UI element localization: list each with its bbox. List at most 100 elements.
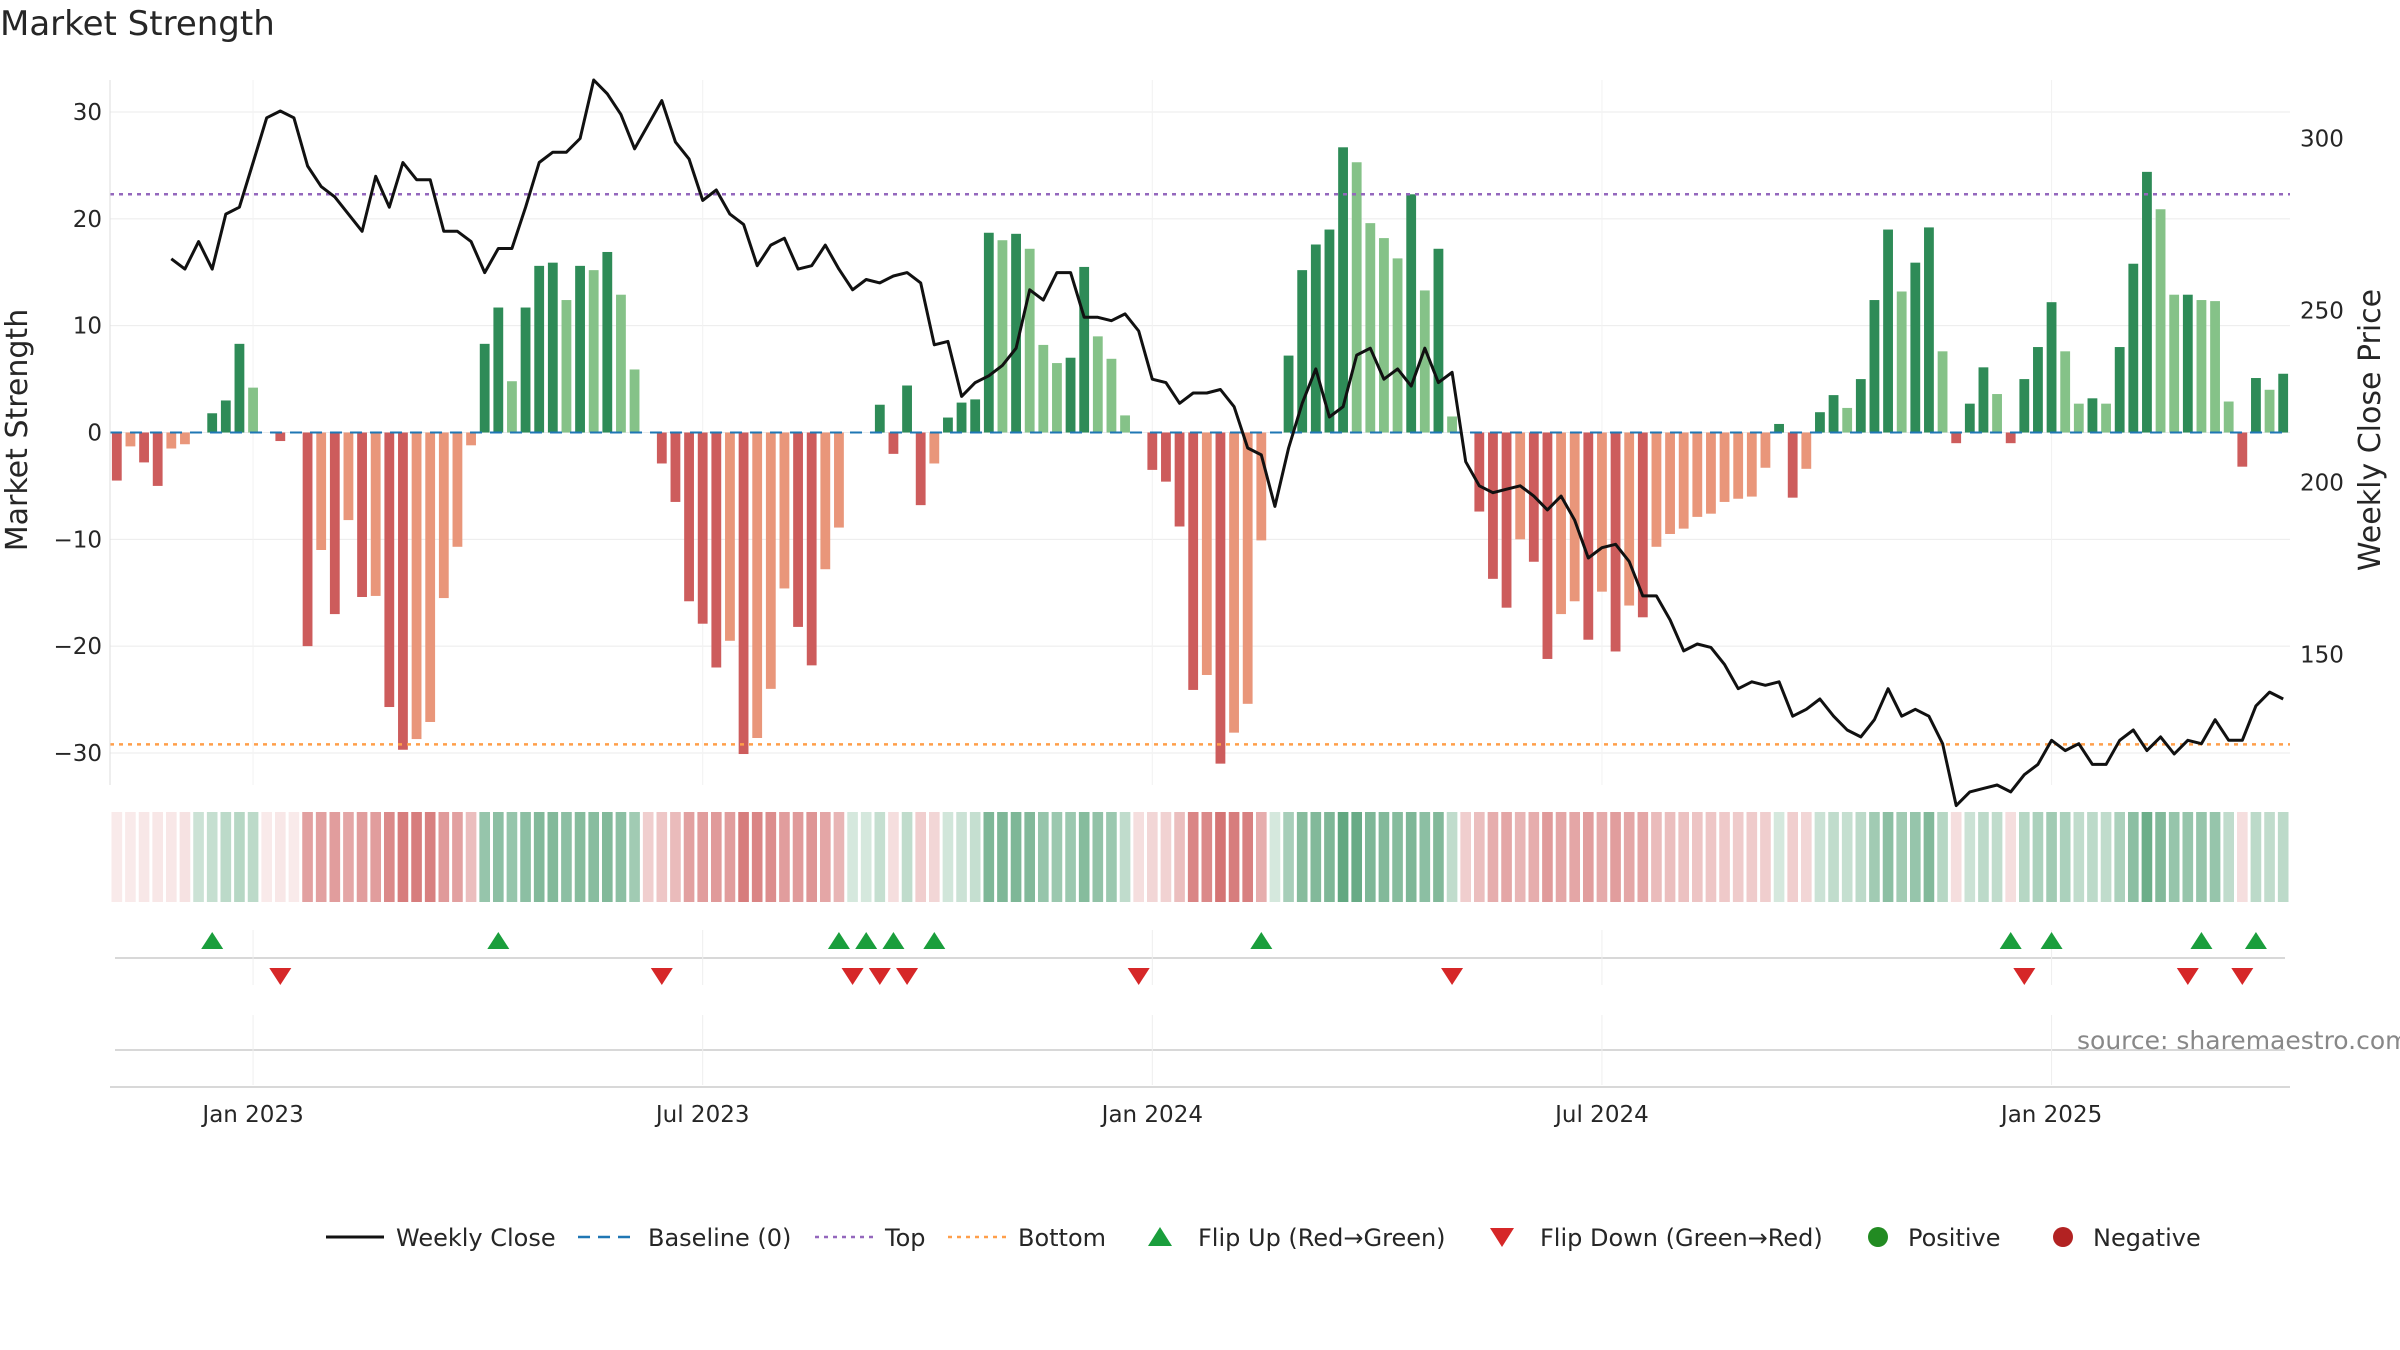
strength-bar [1406,194,1417,433]
regime-cell [2168,812,2180,902]
strength-bar [1201,432,1212,675]
regime-cell [656,812,668,902]
regime-cell [1324,812,1335,902]
strength-bar [1678,432,1689,529]
strength-bar [684,432,694,602]
regime-cell [670,812,681,902]
regime-cell [574,812,586,902]
regime-cell [1760,812,1771,902]
legend-item: Flip Up (Red→Green) [1148,1224,1446,1252]
regime-cell [792,812,804,902]
regime-cell [125,812,136,902]
regime-cell [1010,812,1022,902]
regime-cell [2250,812,2262,902]
regime-cell [1419,812,1431,902]
strength-bar [1351,162,1362,433]
strength-bar [2114,347,2125,433]
regime-cell [234,812,245,902]
strength-bar [125,432,136,447]
strength-bar [1092,336,1103,433]
regime-cell [1691,812,1703,902]
regime-cell [2223,812,2235,902]
strength-bar [2033,347,2043,433]
legend-label: Positive [1908,1224,2001,1252]
strength-bar [1624,432,1635,606]
regime-cell [1364,812,1376,902]
x-tick-label: Jul 2023 [654,1102,750,1128]
regime-cell [588,812,600,902]
legend-item: Negative [2053,1224,2201,1252]
regime-cell [2018,812,2030,902]
flip-markers-panel [115,930,2285,985]
strength-bar [1106,358,1117,433]
strength-bar [2251,378,2261,433]
flip-down-marker [896,968,919,985]
strength-bar [316,432,327,550]
regime-cell [356,812,368,902]
regime-cell [2059,812,2071,902]
regime-cell [915,812,927,902]
regime-cell [438,812,450,902]
empty-bottom-panel [115,1015,2285,1085]
regime-cell [370,812,382,902]
regime-cell [1555,812,1567,902]
flip-up-marker [855,932,878,949]
flip-up-marker [882,932,905,949]
strength-bar [1174,432,1185,527]
strength-bar [234,343,245,433]
regime-cell [506,812,518,902]
legend: Weekly Close Baseline (0) Top Bottom Flip Up… [326,1224,2201,1252]
regime-cell [642,812,654,902]
strength-bar [670,432,681,502]
strength-bar [929,432,940,464]
strength-bar [616,294,626,433]
regime-cell [1937,812,1948,902]
strength-bar [329,432,340,615]
strength-bar [820,432,831,570]
regime-cell [1473,812,1485,902]
regime-cell [1392,812,1403,902]
regime-cell [561,812,572,902]
strength-bar [180,432,190,445]
regime-cell [2141,812,2153,902]
x-tick-label: Jan 2025 [1999,1102,2102,1128]
regime-cell [615,812,627,902]
strength-bar [1215,432,1226,764]
y2-axis-label: Weekly Close Price [2353,289,2388,571]
regime-cell [1909,812,1921,902]
regime-cell [1283,812,1294,902]
strength-bar [956,402,967,433]
regime-cell [697,812,709,902]
strength-bar [2182,294,2193,433]
y2-tick-label: 150 [2300,642,2344,668]
strength-bar [220,400,231,433]
regime-cell [1446,812,1458,902]
strength-bar [1842,407,1853,433]
legend-item: Bottom [948,1224,1106,1252]
strength-bar [752,432,763,738]
strength-bar [2005,432,2016,444]
strength-bar [1937,351,1948,433]
flip-up-marker [2244,932,2267,949]
regime-cell [956,812,967,902]
weekly-close-line [170,78,2284,808]
regime-cell [1269,812,1281,902]
regime-cell [1814,812,1826,902]
regime-cell [1501,812,1512,902]
strength-bar [425,432,436,722]
strength-bar [1501,432,1512,608]
regime-cell [2100,812,2112,902]
regime-cell [2005,812,2017,902]
regime-cell [1705,812,1717,902]
regime-cell [779,812,790,902]
strength-bar [602,251,613,433]
strength-bar [1583,432,1594,640]
regime-cell [1460,812,1472,902]
strength-bar [466,432,476,446]
regime-cell [1433,812,1444,902]
regime-cell [765,812,777,902]
flip-down-marker [1441,968,1464,985]
regime-cell [302,812,313,902]
strength-bar [1433,248,1444,433]
regime-cell [1582,812,1594,902]
